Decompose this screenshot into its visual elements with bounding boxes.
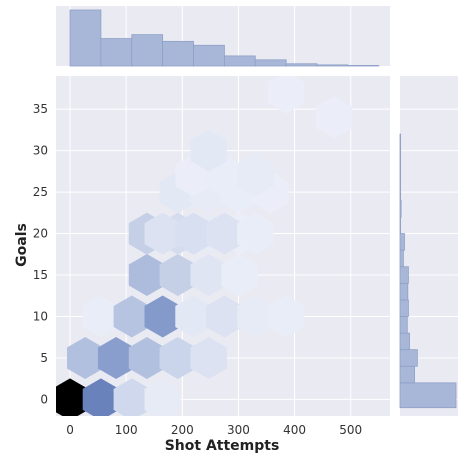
hexbin-cell — [237, 212, 274, 255]
y-marginal-bar — [399, 249, 404, 268]
y-tick-label: 0 — [40, 392, 48, 406]
y-tick-label: 30 — [33, 144, 48, 158]
y-marginal-bar — [399, 299, 409, 317]
x-marginal-bar — [316, 64, 349, 67]
hexbin-cell — [128, 254, 166, 296]
hexbin-cell — [144, 212, 181, 255]
y-marginal-bar — [399, 133, 401, 152]
y-axis-label: Goals — [14, 223, 30, 267]
hexbin-cell — [113, 295, 150, 338]
y-tick-label: 25 — [33, 185, 48, 199]
y-tick-label: 20 — [33, 227, 48, 241]
y-marginal-bar — [399, 365, 415, 384]
hexbin-cell — [175, 295, 212, 338]
y-marginal-bar — [399, 266, 409, 284]
x-tick-label: 0 — [66, 423, 74, 437]
y-marginal-bar — [399, 282, 409, 301]
hexbin-cell — [82, 378, 120, 416]
hexbin-cell — [144, 295, 181, 338]
y-marginal-bar — [399, 216, 401, 234]
x-tick-label: 200 — [171, 423, 194, 437]
y-marginal-bar — [399, 199, 402, 218]
hexbin-cell — [237, 154, 274, 197]
x-marginal-bar — [347, 65, 380, 67]
hexbin-cell — [268, 76, 305, 114]
hexbin-cell — [82, 295, 120, 338]
x-marginal-bar — [100, 38, 133, 67]
y-marginal-bar — [399, 150, 401, 168]
hexbin-cell — [190, 337, 227, 379]
hexbin-cell — [67, 337, 104, 379]
y-tick-label: 10 — [33, 309, 48, 323]
y-marginal-bar — [399, 382, 457, 409]
y-tick-label: 35 — [33, 102, 48, 116]
x-tick-label: 100 — [115, 423, 138, 437]
x-axis-label: Shot Attempts — [165, 438, 280, 454]
hexbin-cell — [128, 337, 166, 379]
hexbin-cell — [190, 129, 227, 172]
hexbin-cell — [97, 337, 135, 379]
hexbin-cell — [175, 212, 212, 255]
hexbin-cell — [221, 254, 258, 296]
hexbin-cell — [268, 295, 305, 338]
y-marginal-bar — [399, 332, 410, 351]
x-tick-label: 400 — [283, 423, 306, 437]
x-marginal-bar — [254, 59, 287, 67]
hexbin-cell — [190, 254, 227, 296]
y-tick-label: 15 — [33, 268, 48, 282]
x-tick-label: 300 — [227, 423, 250, 437]
x-marginal-bar — [193, 44, 225, 67]
y-marginal-bar — [399, 349, 418, 367]
x-marginal-bar — [162, 40, 194, 67]
x-marginal-bar — [131, 34, 164, 67]
x-marginal-bar — [69, 9, 102, 67]
hexbin-cell — [56, 378, 89, 416]
y-marginal-bar — [399, 166, 401, 185]
hexbin-cell — [144, 378, 181, 416]
hexbin-cell — [237, 295, 274, 338]
x-marginal-bar — [285, 63, 318, 67]
x-tick-label: 500 — [339, 423, 362, 437]
hexbin-cell — [113, 378, 150, 416]
hexbin-cell — [159, 337, 196, 379]
y-tick-label: 5 — [40, 351, 48, 365]
hexbin-cell — [206, 295, 243, 338]
hexbin-cell — [315, 96, 353, 139]
x-marginal-bar — [224, 55, 256, 67]
y-marginal-bar — [399, 233, 405, 251]
y-marginal-bar — [399, 316, 408, 334]
hexbin-cell — [159, 254, 196, 296]
y-marginal-bar — [399, 183, 401, 201]
hexbin-cell — [206, 212, 243, 255]
